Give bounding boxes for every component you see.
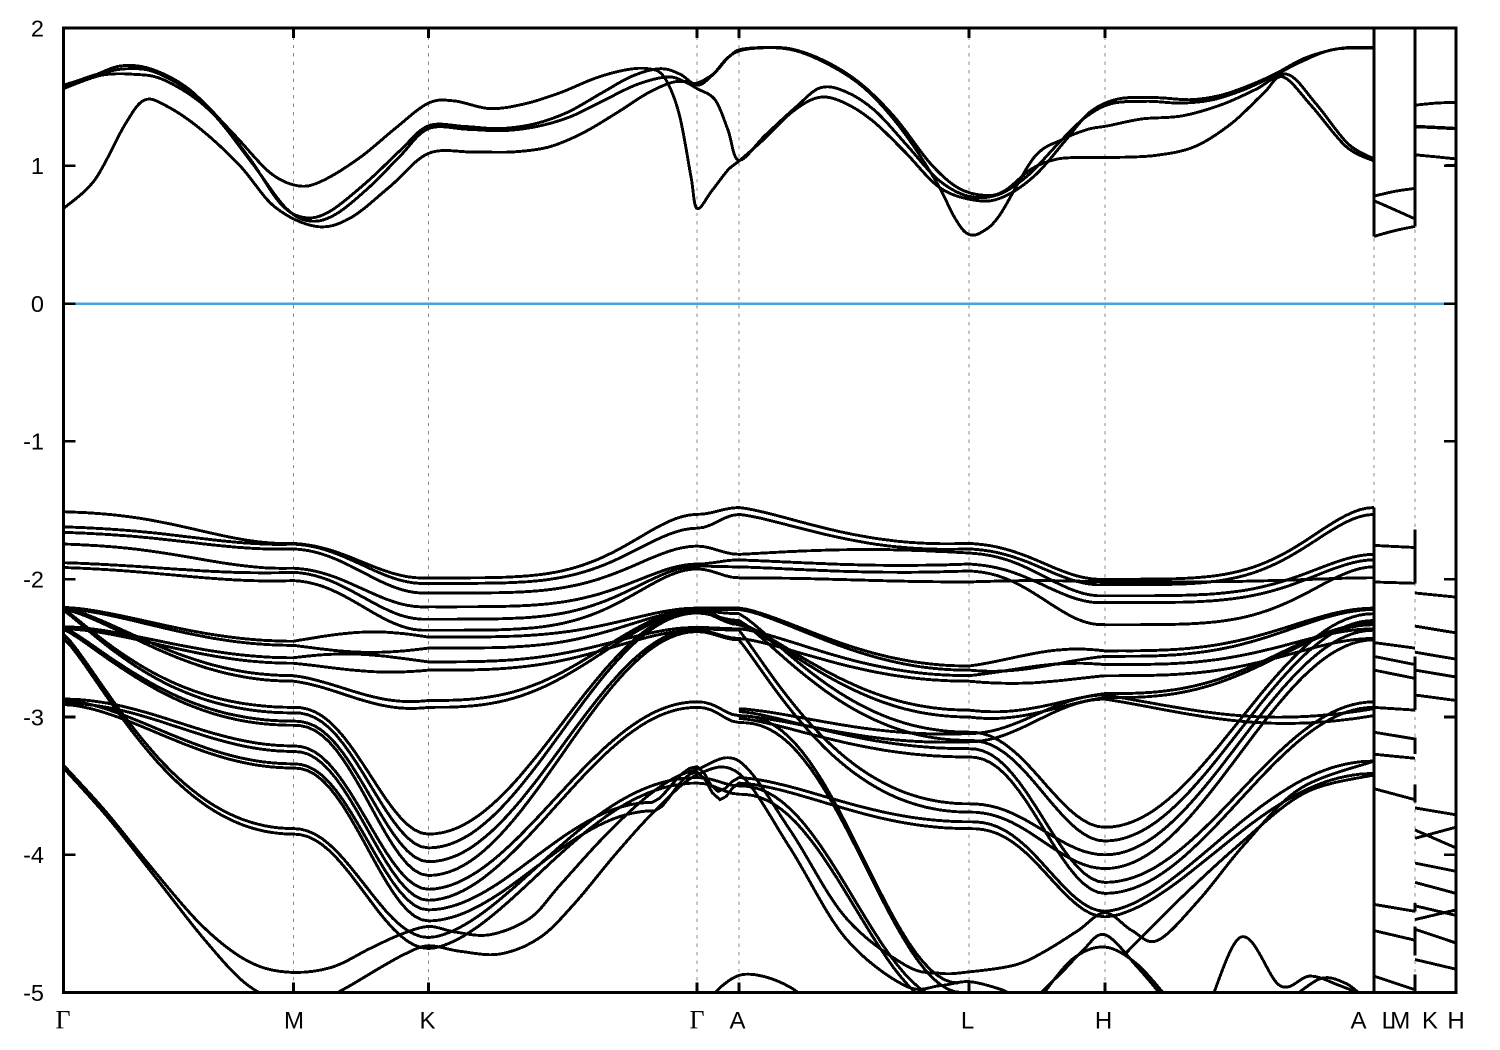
svg-text:M: M	[1390, 1008, 1410, 1035]
svg-text:Γ: Γ	[689, 1006, 704, 1035]
svg-text:H: H	[1447, 1008, 1464, 1035]
svg-text:-3: -3	[23, 704, 44, 730]
svg-text:L: L	[1382, 1008, 1395, 1035]
svg-text:-5: -5	[23, 980, 44, 1006]
svg-text:M: M	[284, 1008, 304, 1035]
svg-text:A: A	[1350, 1008, 1366, 1035]
svg-text:L: L	[961, 1008, 974, 1035]
svg-text:2: 2	[31, 15, 44, 41]
svg-text:Γ: Γ	[55, 1006, 70, 1035]
svg-text:K: K	[419, 1008, 435, 1035]
svg-text:-1: -1	[23, 429, 44, 455]
svg-text:-4: -4	[23, 842, 44, 868]
svg-text:-2: -2	[23, 567, 44, 593]
svg-text:A: A	[729, 1008, 745, 1035]
svg-text:0: 0	[31, 291, 44, 317]
svg-text:K: K	[1422, 1008, 1438, 1035]
svg-text:1: 1	[31, 153, 44, 179]
svg-text:H: H	[1095, 1008, 1112, 1035]
